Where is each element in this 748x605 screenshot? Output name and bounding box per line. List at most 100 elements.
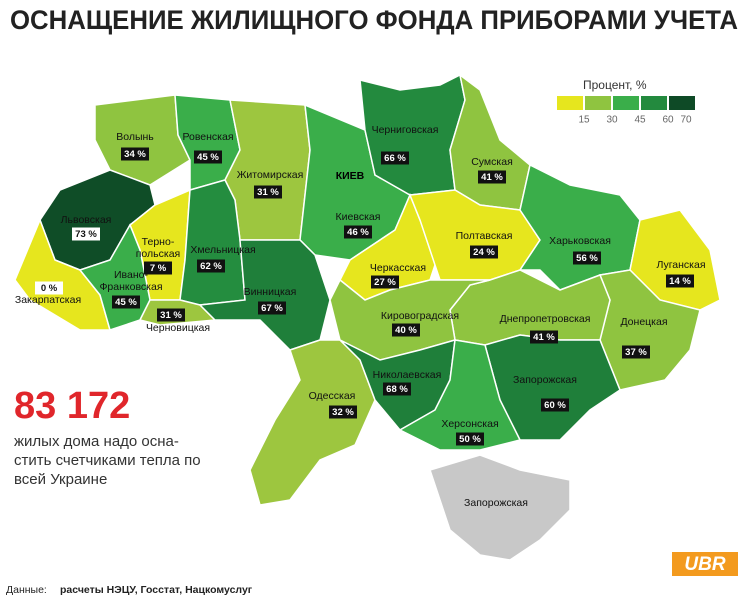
logo-bg (672, 552, 738, 576)
value-box (530, 330, 558, 344)
value-box (121, 147, 149, 161)
region-name: Терно- (142, 236, 175, 248)
region-value: 0 % (41, 283, 58, 294)
stat-text: жилых дома надо осна- (14, 433, 179, 450)
region-name: Житомирская (237, 169, 304, 181)
region-name: Черкасская (370, 262, 426, 274)
legend-swatch (613, 96, 639, 110)
region-value: 73 % (75, 229, 97, 240)
region-value: 45 % (197, 152, 219, 163)
stat-text: стить счетчиками тепла по (14, 452, 201, 469)
region (398, 339, 522, 451)
value-box (344, 225, 372, 239)
legend-swatch (669, 96, 695, 110)
region-value: 14 % (669, 276, 691, 287)
value-box (456, 432, 484, 446)
logo: UBR (684, 554, 725, 575)
capital: КИЕВ (336, 170, 365, 182)
region-name: Запорожская (464, 497, 528, 509)
region-name: Ровенская (182, 131, 233, 143)
value-box (112, 295, 140, 309)
region-value: 46 % (347, 227, 369, 238)
region-name: польская (136, 248, 181, 260)
legend-swatch (641, 96, 667, 110)
stat-text: всей Украине (14, 471, 107, 488)
value-box (383, 382, 411, 396)
region-name: Хмельницкая (190, 244, 255, 256)
region-value: 41 % (533, 332, 555, 343)
value-box (470, 245, 498, 259)
region-name: Франковская (99, 281, 162, 293)
source: расчеты НЭЦУ, Госстат, Нацкомуслуг (60, 584, 253, 596)
region-name: Николаевская (373, 369, 442, 381)
region-value: 40 % (395, 325, 417, 336)
region-name: Ивано- (114, 269, 148, 281)
value-box (254, 185, 282, 199)
region-name: Киевская (336, 211, 381, 223)
region-name: Винницкая (244, 286, 297, 298)
region-name: Сумская (471, 156, 513, 168)
region-value: 50 % (459, 434, 481, 445)
region-value: 41 % (481, 172, 503, 183)
region-name: Закарпатская (15, 294, 81, 306)
region-value: 56 % (576, 253, 598, 264)
value-box (144, 261, 172, 275)
legend-title: Процент, % (583, 78, 647, 92)
region-name: Запорожская (513, 374, 577, 386)
value-box (541, 398, 569, 412)
value-box (573, 251, 601, 265)
region-value: 37 % (625, 347, 647, 358)
region-value: 27 % (374, 277, 396, 288)
region-value: 45 % (115, 297, 137, 308)
value-box (392, 323, 420, 337)
region-name: Херсонская (441, 418, 498, 430)
region-value: 7 % (150, 263, 167, 274)
legend-tick: 60 (662, 115, 674, 126)
region (249, 339, 376, 506)
region-name: Полтавская (456, 230, 513, 242)
region-name: Черновицкая (146, 322, 210, 334)
region-name: Львовская (61, 214, 112, 226)
value-box (329, 405, 357, 419)
value-box (258, 301, 286, 315)
region-value: 32 % (332, 407, 354, 418)
value-box (35, 281, 63, 295)
value-box (622, 345, 650, 359)
region-value: 34 % (124, 149, 146, 160)
region-value: 66 % (384, 153, 406, 164)
stat-number: 83 172 (14, 385, 130, 427)
value-box (194, 150, 222, 164)
legend-tick: 70 (680, 115, 692, 126)
map (14, 73, 721, 561)
value-box (371, 275, 399, 289)
region-value: 31 % (257, 187, 279, 198)
value-box (666, 274, 694, 288)
value-box (197, 259, 225, 273)
region-name: Черниговская (372, 124, 439, 136)
value-box (72, 227, 100, 241)
legend-tick: 30 (606, 115, 618, 126)
legend-tick: 15 (578, 115, 590, 126)
region-value: 24 % (473, 247, 495, 258)
region (429, 454, 571, 561)
region-value: 31 % (160, 310, 182, 321)
value-box (381, 151, 409, 165)
region-name: Волынь (116, 131, 154, 143)
region-value: 60 % (544, 400, 566, 411)
region-value: 67 % (261, 303, 283, 314)
region-value: 62 % (200, 261, 222, 272)
region-name: Харьковская (549, 235, 611, 247)
source-prefix: Данные: (6, 584, 47, 596)
title: ОСНАЩЕНИЕ ЖИЛИЩНОГО ФОНДА ПРИБОРАМИ УЧЕТ… (10, 5, 738, 35)
region-name: Кировоградская (381, 310, 459, 322)
legend-swatch (557, 96, 583, 110)
legend-swatch (585, 96, 611, 110)
value-box (478, 170, 506, 184)
region-value: 68 % (386, 384, 408, 395)
value-box (157, 308, 185, 322)
region-name: Одесская (309, 390, 356, 402)
region-name: Луганская (656, 259, 705, 271)
region-name: Донецкая (620, 316, 667, 328)
legend-tick: 45 (634, 115, 646, 126)
